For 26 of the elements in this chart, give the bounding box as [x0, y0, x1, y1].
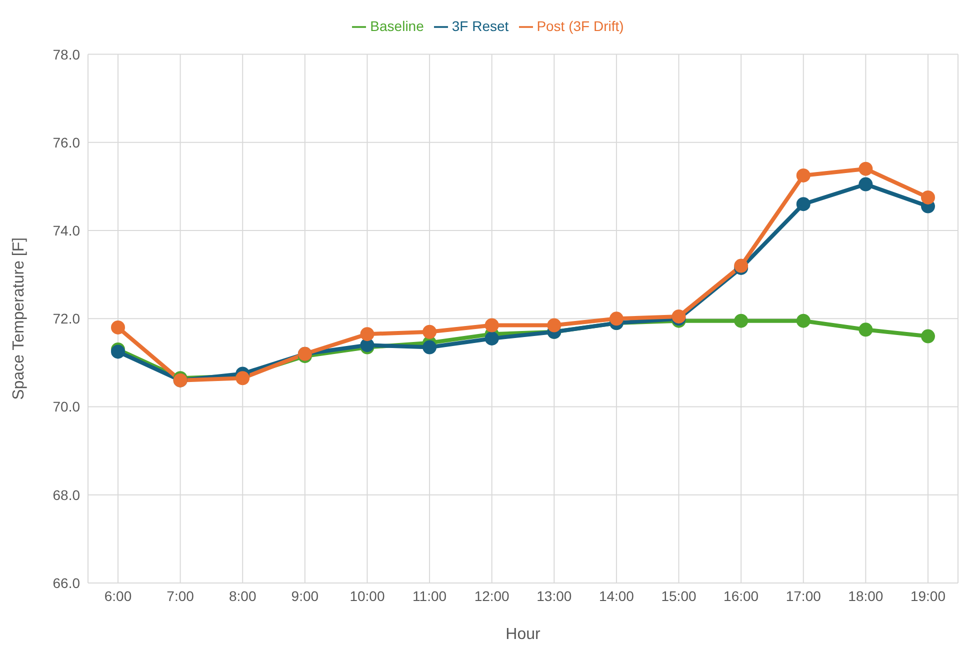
x-tick-label: 18:00 — [848, 588, 884, 604]
x-axis-title: Hour — [506, 626, 542, 643]
y-tick-label: 68.0 — [52, 486, 80, 503]
legend-label: Baseline — [370, 18, 424, 34]
x-tick-label: 11:00 — [412, 588, 447, 604]
y-tick-label: 76.0 — [52, 134, 80, 150]
y-tick-label: 70.0 — [52, 398, 80, 415]
y-axis-title: Space Temperature [F] — [10, 237, 28, 400]
x-tick-label: 13:00 — [536, 588, 572, 604]
x-tick-label: 19:00 — [910, 588, 946, 604]
x-tick-label: 17:00 — [786, 588, 822, 604]
x-tick-label: 15:00 — [661, 588, 696, 604]
y-tick-label: 72.0 — [52, 310, 80, 327]
legend-label: 3F Reset — [452, 18, 509, 34]
x-tick-label: 8:00 — [228, 588, 256, 604]
x-tick-label: 7:00 — [166, 588, 194, 604]
x-tick-label: 9:00 — [291, 588, 319, 604]
y-tick-label: 74.0 — [52, 222, 80, 238]
x-tick-label: 12:00 — [474, 588, 510, 604]
x-tick-label: 10:00 — [350, 588, 385, 604]
x-tick-label: 14:00 — [598, 588, 634, 604]
x-tick-label: 16:00 — [724, 588, 759, 604]
y-tick-label: 66.0 — [52, 574, 80, 591]
x-tick-label: 6:00 — [104, 588, 132, 604]
y-tick-label: 78.0 — [52, 46, 80, 62]
legend-label: Post (3F Drift) — [536, 18, 624, 34]
